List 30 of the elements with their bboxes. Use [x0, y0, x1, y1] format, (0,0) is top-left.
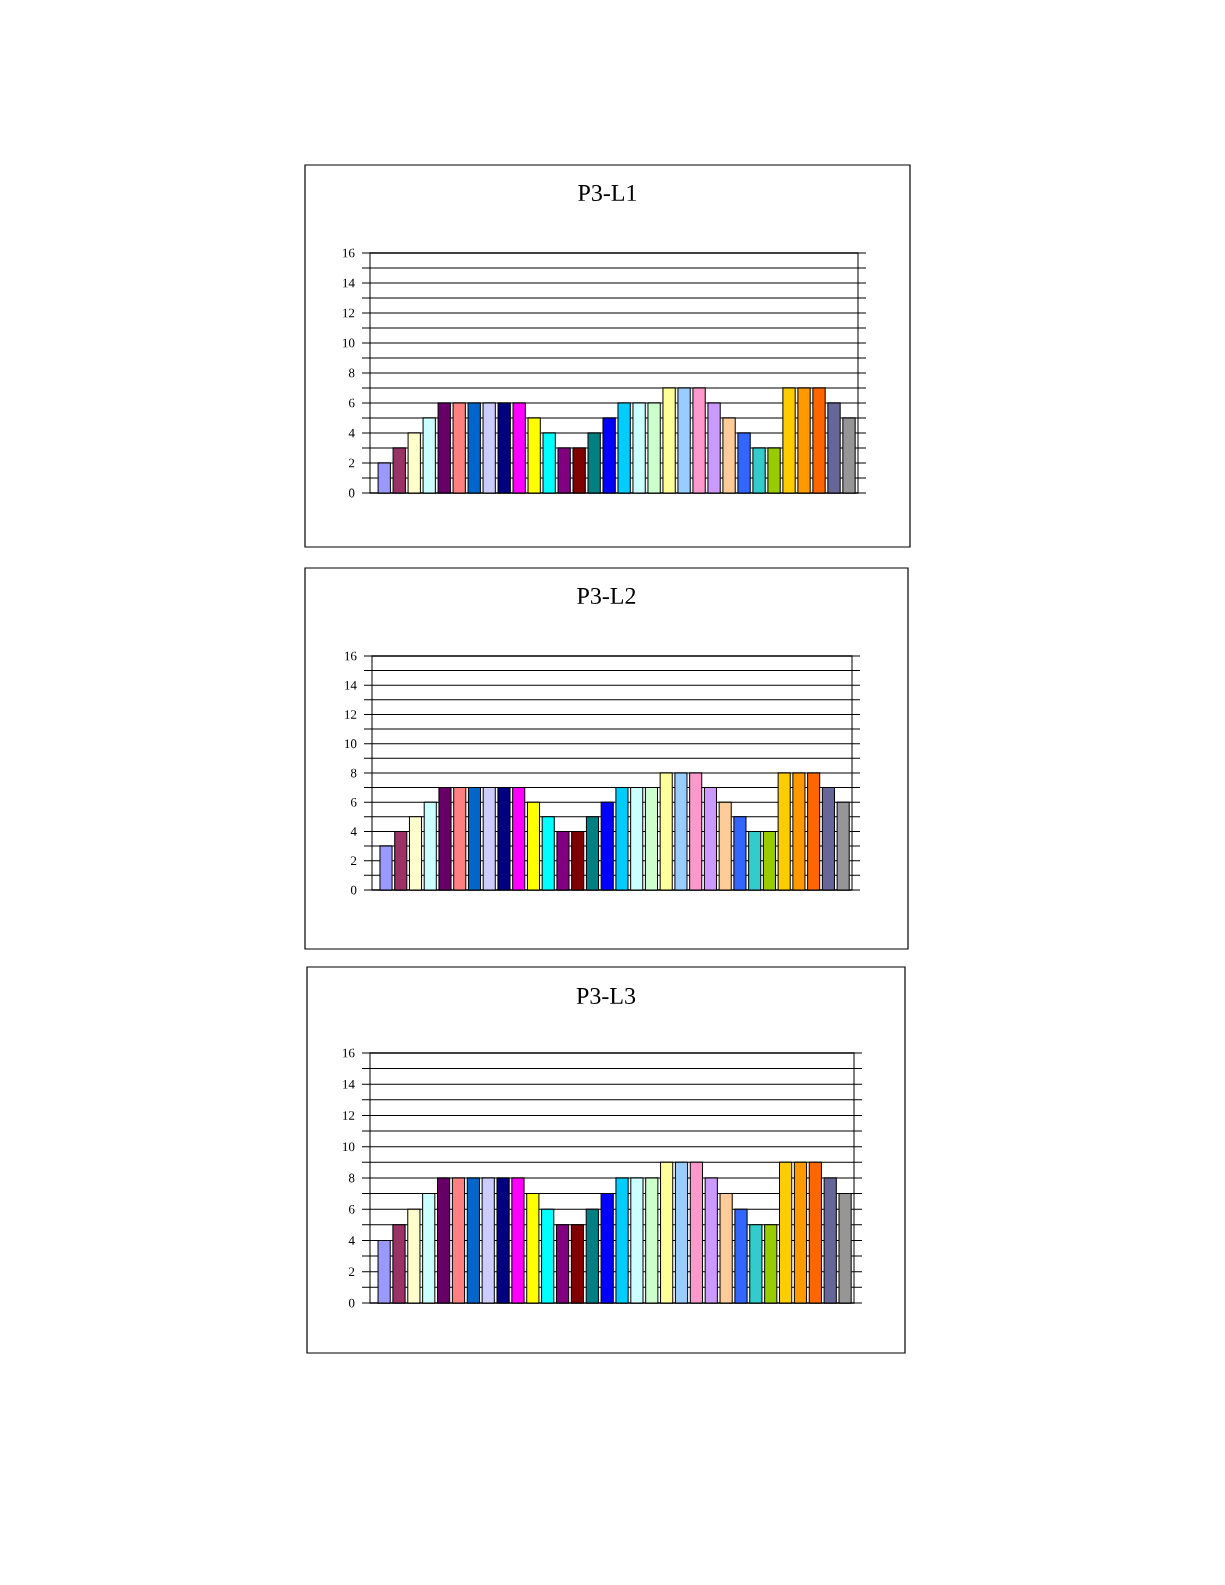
chart-title: P3-L1	[578, 184, 637, 202]
chart-title: P3-L2	[577, 587, 636, 605]
y-tick-label: 16	[345, 651, 357, 661]
y-tick-label: 16	[343, 1048, 355, 1058]
y-tick-label: 16	[343, 248, 355, 258]
y-tick-label: 2	[351, 856, 357, 866]
y-tick-label: 8	[350, 768, 357, 778]
y-tick-label: 12	[343, 1111, 355, 1120]
chart-title: P3-L3	[576, 987, 636, 1005]
y-tick-label: 0	[348, 488, 355, 498]
y-tick-label: 14	[343, 278, 355, 288]
y-tick-label: 10	[343, 338, 355, 348]
y-tick-label: 6	[349, 1204, 355, 1214]
y-tick-label: 2	[349, 458, 355, 468]
y-tick-label: 14	[343, 1079, 355, 1089]
y-tick-label: 8	[348, 368, 355, 378]
y-tick-label: 6	[351, 797, 357, 807]
y-tick-label: 2	[349, 1267, 355, 1277]
y-tick-label: 6	[349, 398, 355, 408]
y-tick-label: 12	[343, 308, 355, 318]
y-tick-label: 10	[345, 739, 357, 749]
y-tick-label: 4	[350, 827, 357, 836]
y-tick-label: 10	[343, 1142, 355, 1152]
y-tick-label: 0	[350, 885, 357, 895]
y-tick-label: 4	[348, 1236, 355, 1245]
y-tick-label: 0	[348, 1298, 355, 1308]
y-tick-label: 8	[348, 1173, 355, 1183]
y-tick-label: 14	[345, 680, 357, 690]
y-tick-label: 4	[348, 428, 355, 438]
y-tick-label: 12	[345, 710, 357, 719]
